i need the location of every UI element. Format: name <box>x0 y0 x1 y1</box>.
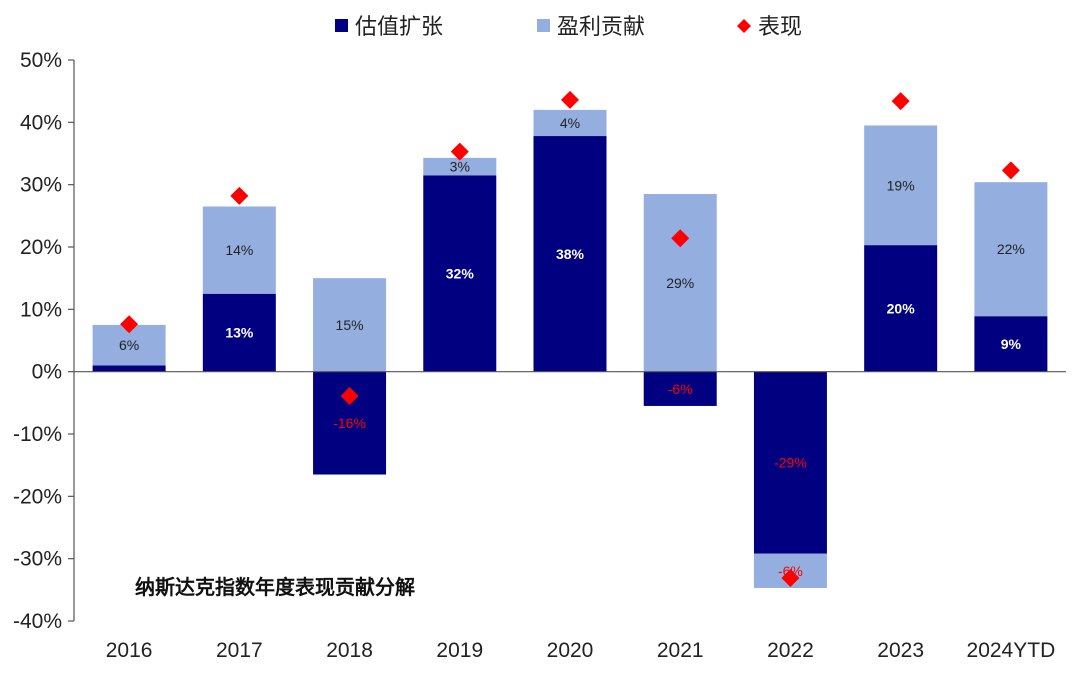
bar-valuation-2019 <box>423 175 497 372</box>
x-tick-label: 2021 <box>657 639 704 662</box>
y-tick-label: 30% <box>20 174 62 197</box>
data-label-earnings-2023: 19% <box>887 177 915 193</box>
legend: 估值扩张 盈利贡献 表现 <box>335 15 802 40</box>
x-tick-label: 2022 <box>767 639 814 662</box>
bar-earnings-2024YTD <box>974 182 1048 317</box>
legend-label: 表现 <box>758 15 802 40</box>
axes: 50% 40% 30% 20% 10% 0% -10% -20% -30% -40% 2016 201… <box>13 49 1066 662</box>
bar-valuation-2017 <box>202 293 276 372</box>
data-label-earnings-2021: 29% <box>666 275 694 291</box>
marker-performance-2023 <box>891 92 910 111</box>
y-tick-label: 10% <box>20 298 62 321</box>
marker-performance-2018 <box>340 386 359 405</box>
x-tick-label: 2020 <box>547 639 594 662</box>
bar-earnings-2017 <box>202 206 276 294</box>
bar-valuation-2022 <box>753 371 827 554</box>
x-tick-label: 2019 <box>436 639 483 662</box>
bar-valuation-2016 <box>92 365 166 372</box>
x-tick-label: 2023 <box>877 639 924 662</box>
marker-performance-2021 <box>671 229 690 248</box>
marker-performance-2016 <box>120 315 139 334</box>
bar-valuation-2021 <box>643 371 717 406</box>
bar-earnings-2021 <box>643 194 717 372</box>
y-tick-label: 0% <box>32 361 62 384</box>
marker-performance-2017 <box>230 186 249 205</box>
bar-valuation-2024YTD <box>974 316 1048 372</box>
marker-performance-2019 <box>450 142 469 161</box>
chart-annotation: 纳斯达克指数年度表现贡献分解 <box>135 575 415 599</box>
data-label-valuation-2021: -6% <box>668 381 693 397</box>
x-tick-label: 2016 <box>106 639 153 662</box>
bar-earnings-2023 <box>864 125 938 246</box>
legend-label: 估值扩张 <box>355 15 443 40</box>
y-tick-label: -30% <box>13 548 62 571</box>
y-tick-label: 40% <box>20 111 62 134</box>
marker-performance-2022 <box>781 568 800 587</box>
data-label-valuation-2019: 32% <box>446 265 475 281</box>
data-label-earnings-2024YTD: 22% <box>997 241 1025 257</box>
legend-swatch-valuation <box>335 19 348 32</box>
data-label-valuation-2022: -29% <box>774 455 807 471</box>
data-labels-layer: 6%13%14%-16%15%32%3%38%4%-6%29%-29%-6%20… <box>119 115 1025 579</box>
bar-earnings-2020 <box>533 109 607 137</box>
bar-valuation-2023 <box>864 245 938 372</box>
data-label-valuation-2023: 20% <box>887 300 916 316</box>
legend-label: 盈利贡献 <box>557 15 645 40</box>
data-label-valuation-2017: 13% <box>225 325 254 341</box>
y-tick-label: -40% <box>13 610 62 633</box>
y-tick-label: 20% <box>20 236 62 259</box>
x-tick-label: 2017 <box>216 639 263 662</box>
data-label-earnings-2019: 3% <box>450 159 470 175</box>
data-label-valuation-2018: -16% <box>333 415 366 431</box>
bar-valuation-2020 <box>533 136 607 372</box>
marker-performance-2020 <box>561 90 579 109</box>
x-tick-label: 2024YTD <box>967 639 1056 662</box>
x-tick-label: 2018 <box>326 639 373 662</box>
data-label-earnings-2020: 4% <box>560 115 580 131</box>
y-tick-label: -20% <box>13 485 62 508</box>
legend-swatch-performance <box>737 19 751 33</box>
markers-layer <box>120 90 1020 587</box>
bar-earnings-2019 <box>423 157 497 176</box>
data-label-earnings-2018: 15% <box>336 317 364 333</box>
bars-layer <box>92 109 1048 588</box>
legend-swatch-earnings <box>537 19 550 32</box>
marker-performance-2024YTD <box>1001 161 1020 180</box>
y-tick-label: -10% <box>13 423 62 446</box>
data-label-earnings-2016: 6% <box>119 337 139 353</box>
data-label-earnings-2017: 14% <box>225 242 253 258</box>
y-tick-label: 50% <box>20 49 62 72</box>
data-label-valuation-2024YTD: 9% <box>1001 336 1022 352</box>
bar-earnings-2018 <box>313 278 387 372</box>
data-label-valuation-2020: 38% <box>556 246 585 262</box>
